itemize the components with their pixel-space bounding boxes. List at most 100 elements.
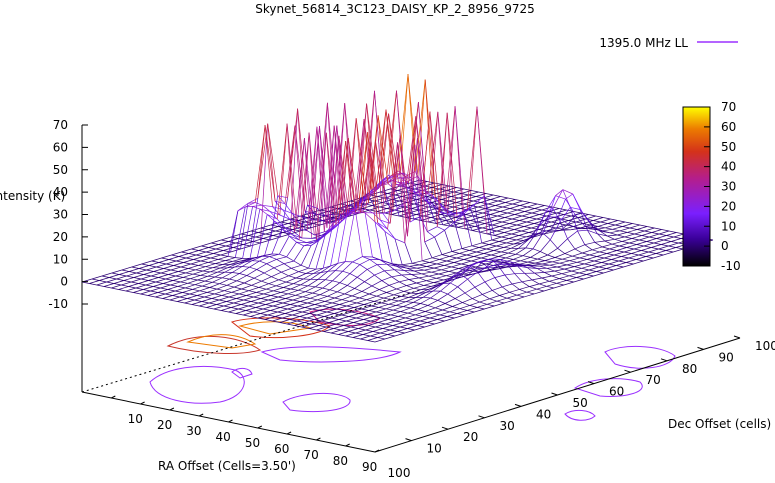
mesh-segment	[257, 123, 269, 199]
mesh-segment	[390, 314, 399, 317]
mesh-segment	[202, 267, 213, 272]
mesh-segment	[208, 247, 216, 250]
mesh-segment	[316, 329, 324, 332]
mesh-segment	[126, 275, 134, 278]
mesh-segment	[438, 200, 449, 205]
mesh-segment	[510, 243, 522, 249]
mesh-segment	[194, 296, 205, 301]
mesh-segment	[497, 200, 506, 203]
mesh-segment	[175, 275, 184, 278]
mesh-segment	[349, 264, 361, 274]
mesh-segment	[397, 316, 406, 319]
mesh-segment	[412, 316, 423, 320]
mesh-segment	[228, 308, 239, 313]
mesh-segment	[446, 190, 455, 193]
mesh-segment	[587, 229, 598, 235]
mesh-segment	[383, 313, 391, 316]
mesh-segment	[175, 290, 183, 293]
mesh-segment	[444, 194, 452, 197]
mesh-segment	[341, 311, 352, 316]
mesh-segment	[422, 312, 433, 317]
mesh-segment	[436, 263, 445, 266]
mesh-segment	[404, 191, 413, 194]
mesh-segment	[153, 271, 162, 274]
mesh-segment	[576, 274, 587, 278]
mesh-segment	[351, 291, 363, 297]
mesh-segment	[295, 294, 303, 298]
mesh-segment	[604, 257, 612, 260]
mesh-segment	[549, 221, 561, 240]
mesh-segment	[395, 184, 406, 188]
mesh-segment	[514, 273, 523, 283]
mesh-segment	[431, 257, 440, 260]
mesh-segment	[187, 295, 198, 299]
mesh-segment	[631, 235, 642, 239]
mesh-segment	[199, 302, 210, 307]
mesh-segment	[668, 242, 679, 247]
mesh-segment	[229, 278, 237, 282]
mesh-segment	[429, 259, 440, 263]
mesh-segment	[352, 261, 360, 265]
mesh-segment	[200, 275, 208, 277]
mesh-segment	[198, 265, 206, 268]
mesh-segment	[601, 259, 612, 263]
mesh-segment	[192, 289, 200, 292]
mesh-segment	[192, 285, 203, 290]
mesh-segment	[518, 247, 526, 249]
mesh-segment	[449, 253, 460, 257]
mesh-segment	[395, 317, 406, 322]
mesh-segment	[564, 253, 573, 257]
mesh-segment	[501, 218, 513, 223]
mesh-segment	[355, 118, 367, 198]
mesh-segment	[486, 233, 495, 236]
mesh-segment	[494, 302, 505, 307]
mesh-segment	[227, 263, 238, 269]
mesh-segment	[572, 255, 580, 259]
mesh-segment	[311, 320, 322, 325]
mesh-segment	[131, 278, 142, 283]
mesh-segment	[631, 238, 640, 241]
mesh-segment	[177, 298, 188, 302]
mesh-segment	[181, 251, 189, 254]
mesh-segment	[412, 262, 420, 266]
mesh-segment	[307, 302, 315, 305]
mesh-segment	[491, 239, 500, 242]
mesh-segment	[401, 296, 409, 298]
mesh-segment	[611, 241, 623, 245]
mesh-segment	[272, 302, 284, 307]
mesh-segment	[347, 285, 355, 289]
mesh-segment	[312, 223, 321, 226]
mesh-segment	[668, 230, 677, 233]
mesh-segment	[285, 294, 296, 299]
mesh-segment	[314, 319, 322, 322]
mesh-segment	[333, 325, 344, 329]
mesh-segment	[526, 233, 537, 238]
mesh-segment	[352, 212, 364, 214]
mesh-segment	[482, 209, 493, 214]
mesh-segment	[445, 217, 456, 221]
mesh-segment	[440, 210, 451, 227]
mesh-segment	[300, 284, 309, 287]
mesh-segment	[179, 293, 190, 298]
mesh-segment	[204, 293, 215, 298]
mesh-segment	[300, 245, 312, 266]
mesh-segment	[339, 211, 350, 220]
mesh-segment	[387, 334, 395, 337]
mesh-segment	[213, 305, 224, 310]
mesh-segment	[278, 293, 289, 298]
contour-line	[604, 345, 676, 369]
colorbar-tick-label: 20	[721, 199, 736, 213]
mesh-segment	[283, 260, 294, 265]
mesh-segment	[456, 187, 464, 190]
mesh-segment	[324, 297, 335, 302]
mesh-segment	[519, 205, 528, 208]
mesh-segment	[547, 266, 558, 269]
mesh-segment	[502, 262, 513, 265]
mesh-segment	[213, 308, 222, 311]
mesh-segment	[461, 190, 472, 194]
mesh-segment	[399, 197, 410, 202]
mesh-segment	[569, 272, 580, 277]
mesh-segment	[552, 258, 563, 263]
mesh-segment	[540, 229, 551, 233]
mesh-segment	[428, 218, 439, 223]
